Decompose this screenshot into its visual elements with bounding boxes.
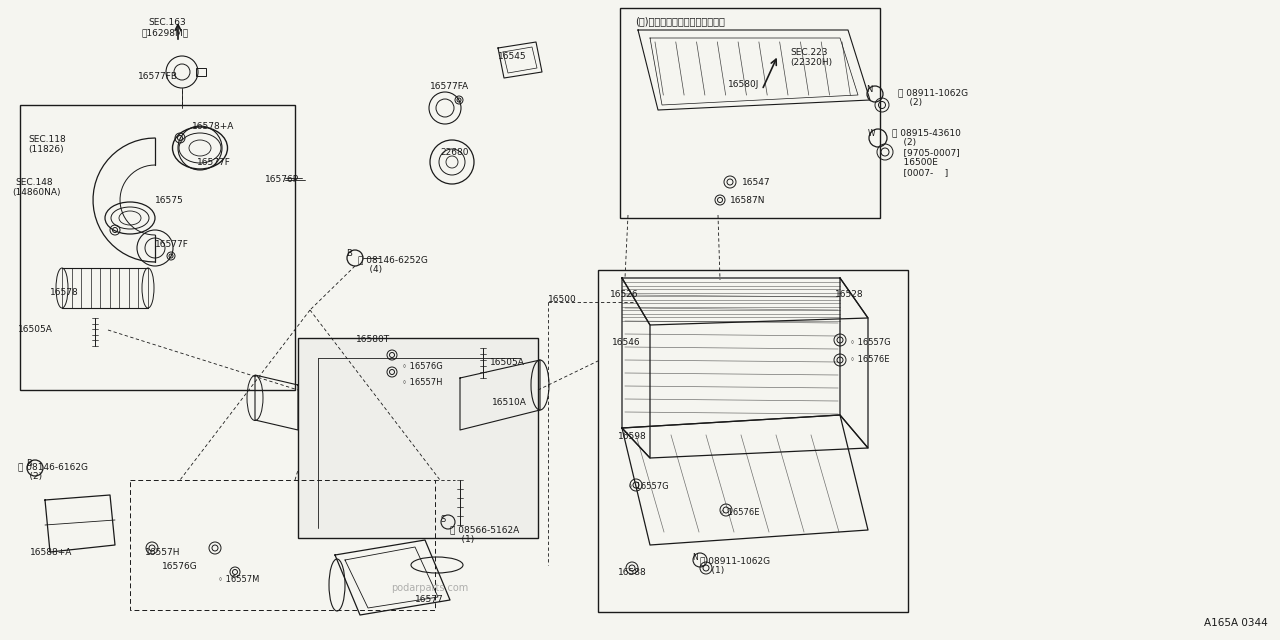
Text: 16576P: 16576P	[265, 175, 300, 184]
Text: 16500E: 16500E	[892, 158, 938, 167]
Text: 16577F: 16577F	[197, 158, 230, 167]
Text: 16500: 16500	[548, 295, 577, 304]
Text: ◦ 16557H: ◦ 16557H	[402, 378, 443, 387]
Text: 16528: 16528	[835, 290, 864, 299]
Bar	[20, 105, 294, 390]
Text: N: N	[865, 86, 872, 95]
Text: (1): (1)	[700, 566, 724, 575]
Text: S: S	[440, 515, 445, 524]
Text: ㅠ16298M〉: ㅠ16298M〉	[142, 28, 189, 37]
Text: ◦ 16557G: ◦ 16557G	[628, 482, 668, 491]
Text: SEC.163: SEC.163	[148, 18, 186, 27]
Text: Ⓝ 08911-1062G: Ⓝ 08911-1062G	[700, 556, 771, 565]
Text: (22320H): (22320H)	[790, 58, 832, 67]
Text: 16576G: 16576G	[163, 562, 197, 571]
Text: 16580J: 16580J	[728, 80, 759, 89]
Text: ◦ 16576G: ◦ 16576G	[402, 362, 443, 371]
Text: Ⓝ 08911-1062G: Ⓝ 08911-1062G	[899, 88, 968, 97]
Text: 16577FA: 16577FA	[430, 82, 470, 91]
Text: SEC.148: SEC.148	[15, 178, 52, 187]
Text: 16577: 16577	[415, 595, 444, 604]
Text: ◦ 16576E: ◦ 16576E	[719, 508, 759, 517]
Text: [0007-    ]: [0007- ]	[892, 168, 948, 177]
Text: 22680: 22680	[440, 148, 468, 157]
Text: 16587N: 16587N	[730, 196, 765, 205]
Text: B: B	[26, 460, 32, 468]
FancyBboxPatch shape	[298, 338, 538, 538]
Text: 16575: 16575	[155, 196, 184, 205]
Text: 16505A: 16505A	[18, 325, 52, 334]
Text: 16578+A: 16578+A	[192, 122, 234, 131]
Text: (11826): (11826)	[28, 145, 64, 154]
Text: 16578: 16578	[50, 288, 79, 297]
Text: 16546: 16546	[612, 338, 640, 347]
Text: [9705-0007]: [9705-0007]	[892, 148, 960, 157]
Text: (2): (2)	[892, 138, 916, 147]
Text: W: W	[868, 129, 876, 138]
Text: (14860NA): (14860NA)	[12, 188, 60, 197]
Text: 16588: 16588	[618, 568, 646, 577]
Text: ◦ 16576E: ◦ 16576E	[850, 355, 890, 364]
Text: ◦ 16557M: ◦ 16557M	[218, 575, 260, 584]
Text: A165A 0344: A165A 0344	[1204, 618, 1268, 628]
Text: Ⓢ 08566-5162A: Ⓢ 08566-5162A	[451, 525, 520, 534]
Text: SEC.118: SEC.118	[28, 135, 65, 144]
Text: Ⓑ 08146-6162G: Ⓑ 08146-6162G	[18, 462, 88, 471]
Text: ◦ 16557G: ◦ 16557G	[850, 338, 891, 347]
Bar	[196, 68, 206, 76]
Text: Ⓑ 08146-6252G: Ⓑ 08146-6252G	[358, 255, 428, 264]
Text: 16577F: 16577F	[155, 240, 189, 249]
Text: 16598: 16598	[618, 432, 646, 441]
Text: 16510A: 16510A	[492, 398, 527, 407]
Bar	[598, 270, 908, 612]
Text: 16557H: 16557H	[145, 548, 180, 557]
Text: 16588+A: 16588+A	[29, 548, 73, 557]
Bar	[131, 480, 435, 610]
Text: 16580T: 16580T	[356, 335, 390, 344]
Text: Ⓦ 08915-43610: Ⓦ 08915-43610	[892, 128, 961, 137]
Text: N: N	[692, 552, 698, 561]
Text: SEC.223: SEC.223	[790, 48, 827, 57]
Text: (4): (4)	[358, 265, 383, 274]
Text: 16505A: 16505A	[490, 358, 525, 367]
Text: 16545: 16545	[498, 52, 526, 61]
Text: 16526: 16526	[611, 290, 639, 299]
Text: (1): (1)	[451, 535, 475, 544]
Text: (注)表記以外の構成部品は非販売: (注)表記以外の構成部品は非販売	[635, 16, 724, 26]
Text: (2): (2)	[18, 472, 42, 481]
Text: 16577FB: 16577FB	[138, 72, 178, 81]
Text: (2): (2)	[899, 98, 922, 107]
Bar	[620, 8, 881, 218]
Text: B: B	[346, 250, 352, 259]
Text: 16547: 16547	[742, 178, 771, 187]
Text: podarparts.com: podarparts.com	[392, 583, 468, 593]
